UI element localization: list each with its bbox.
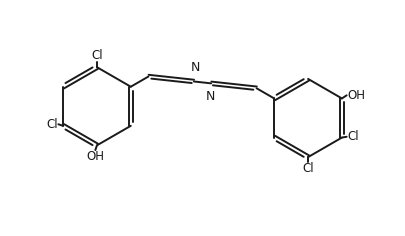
Text: Cl: Cl — [302, 162, 314, 175]
Text: Cl: Cl — [46, 118, 58, 131]
Text: Cl: Cl — [91, 49, 103, 62]
Text: OH: OH — [86, 151, 104, 164]
Text: OH: OH — [347, 89, 365, 102]
Text: N: N — [190, 61, 200, 74]
Text: N: N — [205, 90, 215, 103]
Text: Cl: Cl — [347, 130, 359, 143]
